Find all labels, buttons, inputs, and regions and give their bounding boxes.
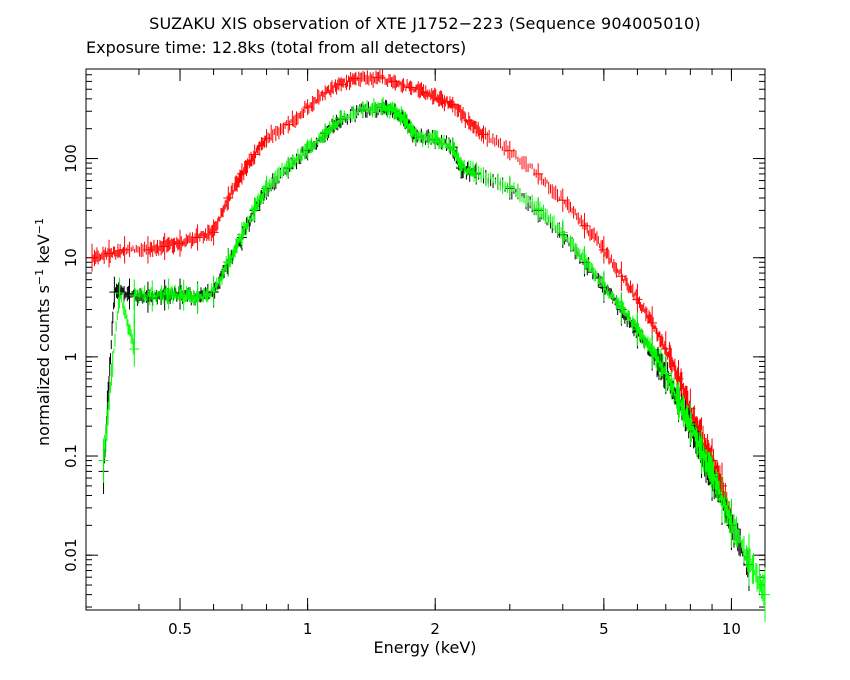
plot-frame <box>85 68 766 611</box>
y-tick-label: 100 <box>62 144 80 173</box>
y-tick-label: 1 <box>62 352 80 362</box>
series-0 <box>87 68 737 551</box>
y-tick-label: 0.1 <box>62 444 80 468</box>
y-tick-label: 10 <box>62 248 80 267</box>
y-tick-label: 0.01 <box>62 538 80 571</box>
x-axis-label: Energy (keV) <box>373 638 477 657</box>
axis-ticks: 0.5 1 2 5 10 0.01 0.1 1 10 100 <box>62 68 765 638</box>
x-tick-label: 2 <box>430 620 440 638</box>
series-2 <box>98 97 770 622</box>
series-1 <box>98 99 754 591</box>
chart-subtitle: Exposure time: 12.8ks (total from all de… <box>86 38 467 57</box>
x-tick-label: 10 <box>722 620 741 638</box>
data-series <box>87 68 770 622</box>
x-tick-label: 0.5 <box>168 620 192 638</box>
x-tick-label: 5 <box>599 620 609 638</box>
chart-title: SUZAKU XIS observation of XTE J1752−223 … <box>149 14 701 33</box>
x-tick-label: 1 <box>303 620 313 638</box>
